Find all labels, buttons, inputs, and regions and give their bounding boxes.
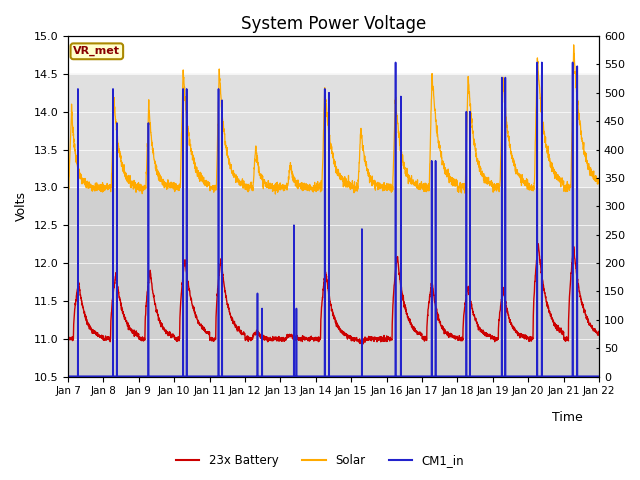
Bar [68,36,599,74]
Y-axis label: Volts: Volts [15,192,28,221]
Legend: 23x Battery, Solar, CM1_in: 23x Battery, Solar, CM1_in [171,449,469,472]
Bar [68,74,599,187]
X-axis label: Time: Time [552,411,582,424]
Text: VR_met: VR_met [74,46,120,57]
Title: System Power Voltage: System Power Voltage [241,15,426,33]
